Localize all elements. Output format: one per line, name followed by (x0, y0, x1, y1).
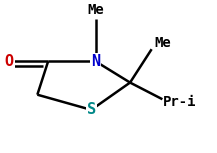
Text: S: S (87, 102, 96, 117)
Text: Me: Me (154, 36, 171, 50)
Text: O: O (5, 54, 14, 69)
Text: Pr-i: Pr-i (163, 95, 196, 109)
Text: N: N (91, 54, 100, 69)
Text: Me: Me (87, 3, 104, 17)
